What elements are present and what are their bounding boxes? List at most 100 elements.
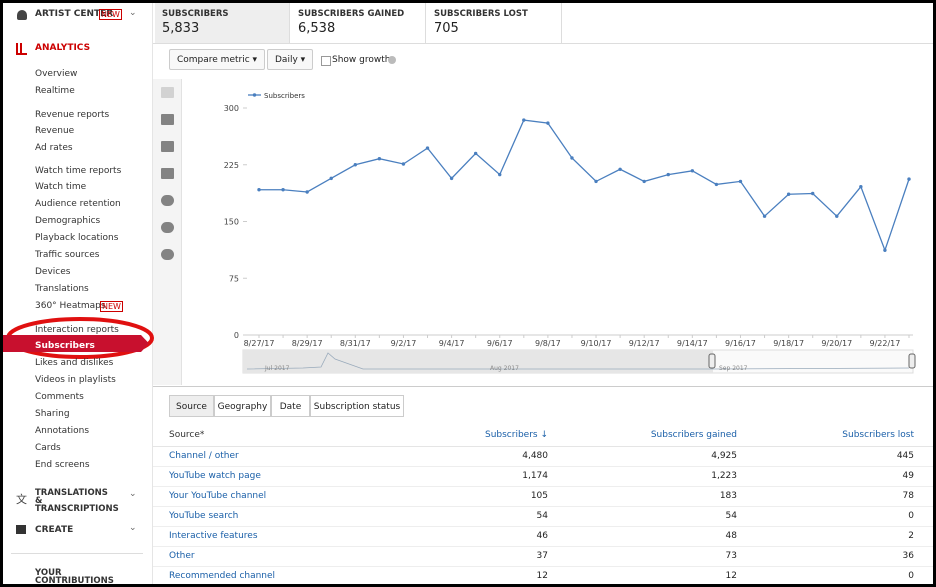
source-link[interactable]: Channel / other xyxy=(169,451,239,461)
data-point xyxy=(473,151,478,156)
nav-item[interactable]: Interaction reports xyxy=(35,325,119,335)
chart-type-icon[interactable] xyxy=(161,87,174,98)
nav-heading[interactable]: YOUR CONTRIBUTIONS xyxy=(35,568,114,586)
timeline-handle xyxy=(908,353,916,369)
chart-type-icon[interactable] xyxy=(161,141,174,152)
separator xyxy=(11,553,143,554)
nav-item[interactable]: Revenue xyxy=(35,126,75,136)
metric-tab[interactable] xyxy=(155,3,290,43)
data-point xyxy=(353,163,357,167)
table-cell: 0 xyxy=(908,571,914,581)
nav-item[interactable]: Devices xyxy=(35,267,71,277)
chart-type-icon[interactable] xyxy=(161,249,174,260)
x-tick-label: 9/20/17 xyxy=(821,339,852,348)
nav-heading[interactable]: TRANSLATIONS & TRANSCRIPTIONS xyxy=(35,488,119,514)
metric-label: SUBSCRIBERS LOST xyxy=(434,9,528,19)
table-cell: 0 xyxy=(908,511,914,521)
nav-heading[interactable]: CREATE xyxy=(35,525,74,535)
nav-item[interactable]: Cards xyxy=(35,443,61,453)
nav-heading[interactable]: ARTIST CENTER xyxy=(35,9,114,19)
nav-icon xyxy=(17,10,27,20)
nav-item[interactable]: Playback locations xyxy=(35,233,119,243)
nav-heading[interactable]: ANALYTICS xyxy=(35,43,91,53)
x-tick-label: 9/18/17 xyxy=(773,339,804,348)
table-header[interactable]: Subscribers lost xyxy=(842,430,914,440)
help-icon xyxy=(388,56,396,64)
nav-icon xyxy=(16,43,27,55)
tab[interactable]: Subscription status xyxy=(310,395,404,417)
tab[interactable]: Geography xyxy=(214,395,271,417)
nav-item[interactable]: 360° Heatmaps xyxy=(35,301,106,311)
source-link[interactable]: Your YouTube channel xyxy=(169,491,267,501)
compare-button[interactable]: Compare metric ▾ xyxy=(169,49,266,70)
nav-item[interactable]: End screens xyxy=(35,460,90,470)
nav-item[interactable]: Watch time reports xyxy=(35,166,122,176)
nav-item[interactable]: Likes and dislikes xyxy=(35,358,114,368)
nav-item[interactable]: Realtime xyxy=(35,86,75,96)
source-link[interactable]: Interactive features xyxy=(169,531,258,541)
nav-item[interactable]: Sharing xyxy=(35,409,70,419)
source-link[interactable]: YouTube watch page xyxy=(169,471,261,481)
table-cell: 183 xyxy=(719,491,737,501)
timeline-line xyxy=(246,352,910,370)
x-tick-label: 9/12/17 xyxy=(629,339,660,348)
checkbox[interactable] xyxy=(321,56,331,66)
nav-item[interactable]: Revenue reports xyxy=(35,110,110,120)
data-point xyxy=(666,172,670,177)
x-tick-label: 9/8/17 xyxy=(535,339,561,348)
chart-type-icon[interactable] xyxy=(161,222,174,233)
nav-item[interactable]: Demographics xyxy=(35,216,101,226)
nav-item[interactable]: Translations xyxy=(35,284,89,294)
source-link[interactable]: YouTube search xyxy=(169,511,239,521)
metric-value: 5,833 xyxy=(162,21,200,36)
metric-value: 705 xyxy=(434,21,459,36)
data-point xyxy=(570,156,574,160)
source-link[interactable]: Other xyxy=(169,551,195,561)
nav-item[interactable]: Ad rates xyxy=(35,143,73,153)
table-header[interactable]: Subscribers gained xyxy=(650,430,737,440)
data-point xyxy=(498,172,502,177)
nav-item[interactable]: Comments xyxy=(35,392,84,402)
nav-item[interactable]: Annotations xyxy=(35,426,90,436)
data-point xyxy=(618,167,622,171)
x-tick-label: 8/29/17 xyxy=(292,339,323,348)
table-header: Source* xyxy=(169,430,205,440)
data-point xyxy=(762,214,767,218)
source-link[interactable]: Recommended channel xyxy=(169,571,276,581)
active-item-bg xyxy=(3,335,149,352)
metric-tab[interactable] xyxy=(427,3,562,43)
nav-item[interactable]: Traffic sources xyxy=(35,250,100,260)
metric-tab[interactable] xyxy=(291,3,426,43)
nav-item[interactable]: Overview xyxy=(35,69,78,79)
table-cell: 4,480 xyxy=(522,451,548,461)
data-point xyxy=(401,162,406,166)
legend-label: Subscribers xyxy=(264,92,305,100)
table-header[interactable]: Subscribers ↓ xyxy=(484,430,548,440)
table-cell: 105 xyxy=(530,491,548,501)
y-tick-label: 75 xyxy=(229,274,239,283)
table-cell: 445 xyxy=(896,451,914,461)
tab[interactable]: Date xyxy=(271,395,310,417)
chart-type-icon[interactable] xyxy=(161,195,174,206)
x-tick-label: 9/22/17 xyxy=(870,339,901,348)
chart-type-icon[interactable] xyxy=(161,168,174,179)
y-tick-label: 0 xyxy=(234,331,239,340)
data-point xyxy=(329,176,333,181)
y-tick-label: 300 xyxy=(224,104,239,113)
nav-item[interactable]: Watch time xyxy=(35,182,87,192)
metric-value: 6,538 xyxy=(298,21,336,36)
period-button[interactable]: Daily ▾ xyxy=(267,49,314,70)
x-tick-label: 8/31/17 xyxy=(340,339,371,348)
tab[interactable]: Source xyxy=(169,395,214,417)
x-tick-label: 8/27/17 xyxy=(244,339,275,348)
table-cell: 73 xyxy=(725,551,737,561)
badge: NEW xyxy=(100,301,123,312)
data-point xyxy=(257,188,261,192)
chart-type-icon[interactable] xyxy=(161,114,174,125)
row-line xyxy=(153,466,933,467)
metric-label: SUBSCRIBERS xyxy=(162,9,229,19)
nav-item[interactable]: Audience retention xyxy=(35,199,121,209)
data-point xyxy=(811,191,815,196)
nav-item[interactable]: Subscribers xyxy=(35,341,95,351)
nav-item[interactable]: Videos in playlists xyxy=(35,375,116,385)
